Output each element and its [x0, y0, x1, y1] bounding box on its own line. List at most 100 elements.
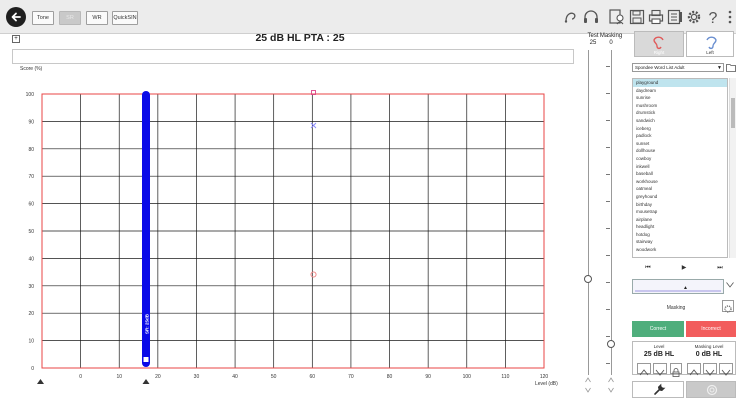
gear-icon[interactable] [685, 8, 703, 26]
masking-slider-tick [608, 93, 610, 94]
test-down-arrow-icon[interactable] [585, 387, 591, 393]
y-tick-label: 20 [28, 311, 34, 317]
test-slider-tick [606, 93, 608, 94]
test-slider-track[interactable] [588, 50, 589, 375]
bone-conduction-icon[interactable] [562, 8, 580, 26]
skip-forward-button[interactable]: ⏭ [705, 262, 735, 274]
masking-slider-tick [608, 255, 610, 256]
word-list-item[interactable]: airplane [636, 216, 653, 222]
word-list-item[interactable]: mousetrap [636, 209, 658, 215]
word-list-item[interactable]: sunrise [636, 95, 651, 101]
x-tick-label: 40 [232, 374, 238, 380]
level-bar-handle[interactable] [143, 357, 149, 362]
headphones-icon[interactable] [582, 8, 600, 26]
left-ear-icon [706, 36, 717, 50]
masking-level-up-button[interactable] [687, 363, 701, 376]
word-list-item[interactable]: oatmeal [636, 186, 653, 192]
word-list-item[interactable]: hotdog [636, 231, 650, 237]
word-list-item[interactable]: stairway [636, 239, 653, 245]
x-tick-label: 100 [463, 374, 472, 380]
link-lock-button[interactable] [670, 363, 682, 377]
current-level-bar[interactable] [142, 91, 150, 367]
word-list-item[interactable]: greyhound [636, 193, 658, 199]
word-list-select-value: Spondee Word List Adult [635, 65, 685, 70]
word-list-item[interactable]: workhouse [636, 178, 658, 184]
mode-wr-button[interactable]: WR [86, 11, 108, 25]
toolbar: Tone SR WR QuickSIN ? [0, 0, 736, 34]
test-slider-tick [606, 363, 608, 364]
folder-icon[interactable] [726, 63, 736, 72]
word-list-item[interactable]: inkwell [636, 163, 650, 169]
presentation-level-box[interactable]: ▲ [632, 279, 724, 294]
level-down-button[interactable] [653, 363, 667, 376]
correct-button[interactable]: Correct [632, 321, 684, 337]
test-slider-tick [606, 66, 608, 67]
word-list-scrollbar[interactable] [729, 78, 736, 258]
test-slider-value: 25 [589, 40, 597, 46]
word-list-select[interactable]: Spondee Word List Adult ▼ [632, 63, 724, 72]
y-tick-label: 40 [28, 256, 34, 262]
masking-level-down-button[interactable] [703, 363, 717, 376]
speech-audiogram-chart[interactable]: Score (%) Level (dB) 100 90 80 70 60 50 40 30 20… [0, 62, 576, 392]
skip-forward-icon: ⏭ [717, 265, 723, 271]
masking-slider-track[interactable] [611, 50, 612, 375]
word-list-item[interactable]: woodwork [636, 247, 657, 253]
x-tick-label: 60 [310, 374, 316, 380]
chart-border [41, 93, 545, 369]
dropdown-arrow-icon[interactable] [726, 281, 734, 289]
marker-x-left [310, 122, 317, 129]
word-list-item[interactable]: baseball [636, 171, 653, 177]
play-button[interactable]: ▶ [669, 262, 699, 274]
word-list-item[interactable]: dollhouse [636, 148, 656, 154]
word-list[interactable]: playground daydream sunrise mushroom drumsti… [632, 78, 728, 258]
print-icon[interactable] [647, 8, 665, 26]
test-slider-tick [606, 147, 608, 148]
report-icon[interactable] [666, 8, 684, 26]
help-icon[interactable]: ? [704, 8, 722, 27]
test-slider-tick [606, 174, 608, 175]
test-slider-title: Test [587, 33, 599, 39]
word-list-item[interactable]: cowboy [636, 155, 652, 161]
incorrect-button[interactable]: Incorrect [686, 321, 736, 337]
chart-svg[interactable]: Score (%) Level (dB) 1009080706050403020… [0, 62, 576, 392]
masking-settings-button[interactable] [722, 300, 734, 313]
level-up-button[interactable] [637, 363, 651, 376]
settings-tab-button[interactable] [686, 381, 736, 398]
word-list-scroll-thumb[interactable] [731, 98, 735, 128]
left-ear-button[interactable]: Left [686, 31, 734, 57]
word-list-item[interactable]: drumstick [636, 110, 656, 116]
test-up-arrow-icon[interactable] [585, 377, 591, 383]
word-list-item[interactable]: iceberg [636, 125, 651, 131]
test-slider-thumb[interactable] [584, 275, 592, 283]
word-list-item[interactable]: headlight [636, 224, 655, 230]
masking-level-down-icon [705, 369, 715, 376]
masking-down-arrow-icon[interactable] [608, 387, 614, 393]
word-list-item[interactable]: daydream [636, 87, 657, 93]
mode-quicksin-button[interactable]: QuickSIN [112, 11, 138, 25]
word-list-item[interactable]: mushroom [636, 102, 658, 108]
y-tick-label: 60 [28, 202, 34, 208]
left-scroll-marker[interactable] [37, 379, 44, 384]
collapse-button[interactable]: + [12, 35, 20, 43]
right-ear-button[interactable]: Right [634, 31, 684, 57]
mode-sr-button[interactable]: SR [59, 11, 81, 25]
masking-slider-tick [608, 201, 610, 202]
masking-extra-button[interactable] [719, 363, 733, 376]
back-button[interactable] [6, 7, 26, 27]
masking-up-arrow-icon[interactable] [608, 377, 614, 383]
save-icon[interactable] [628, 8, 646, 26]
test-slider-tick [606, 309, 608, 310]
word-list-item[interactable]: padlock [636, 133, 652, 139]
patient-icon[interactable] [608, 8, 626, 26]
notes-input[interactable] [12, 49, 574, 64]
mode-tone-button[interactable]: Tone [32, 11, 54, 25]
level-pointer-marker[interactable] [142, 379, 150, 384]
word-list-item[interactable]: birthday [636, 201, 653, 207]
tools-button[interactable] [632, 381, 684, 398]
word-list-item[interactable]: sandwich [636, 117, 655, 123]
word-list-item[interactable]: sunset [636, 140, 650, 146]
more-menu-icon[interactable] [721, 8, 736, 26]
word-list-item[interactable]: playground [633, 79, 727, 87]
masking-slider-thumb[interactable] [607, 340, 615, 348]
skip-back-button[interactable]: ⏮ [633, 262, 663, 274]
